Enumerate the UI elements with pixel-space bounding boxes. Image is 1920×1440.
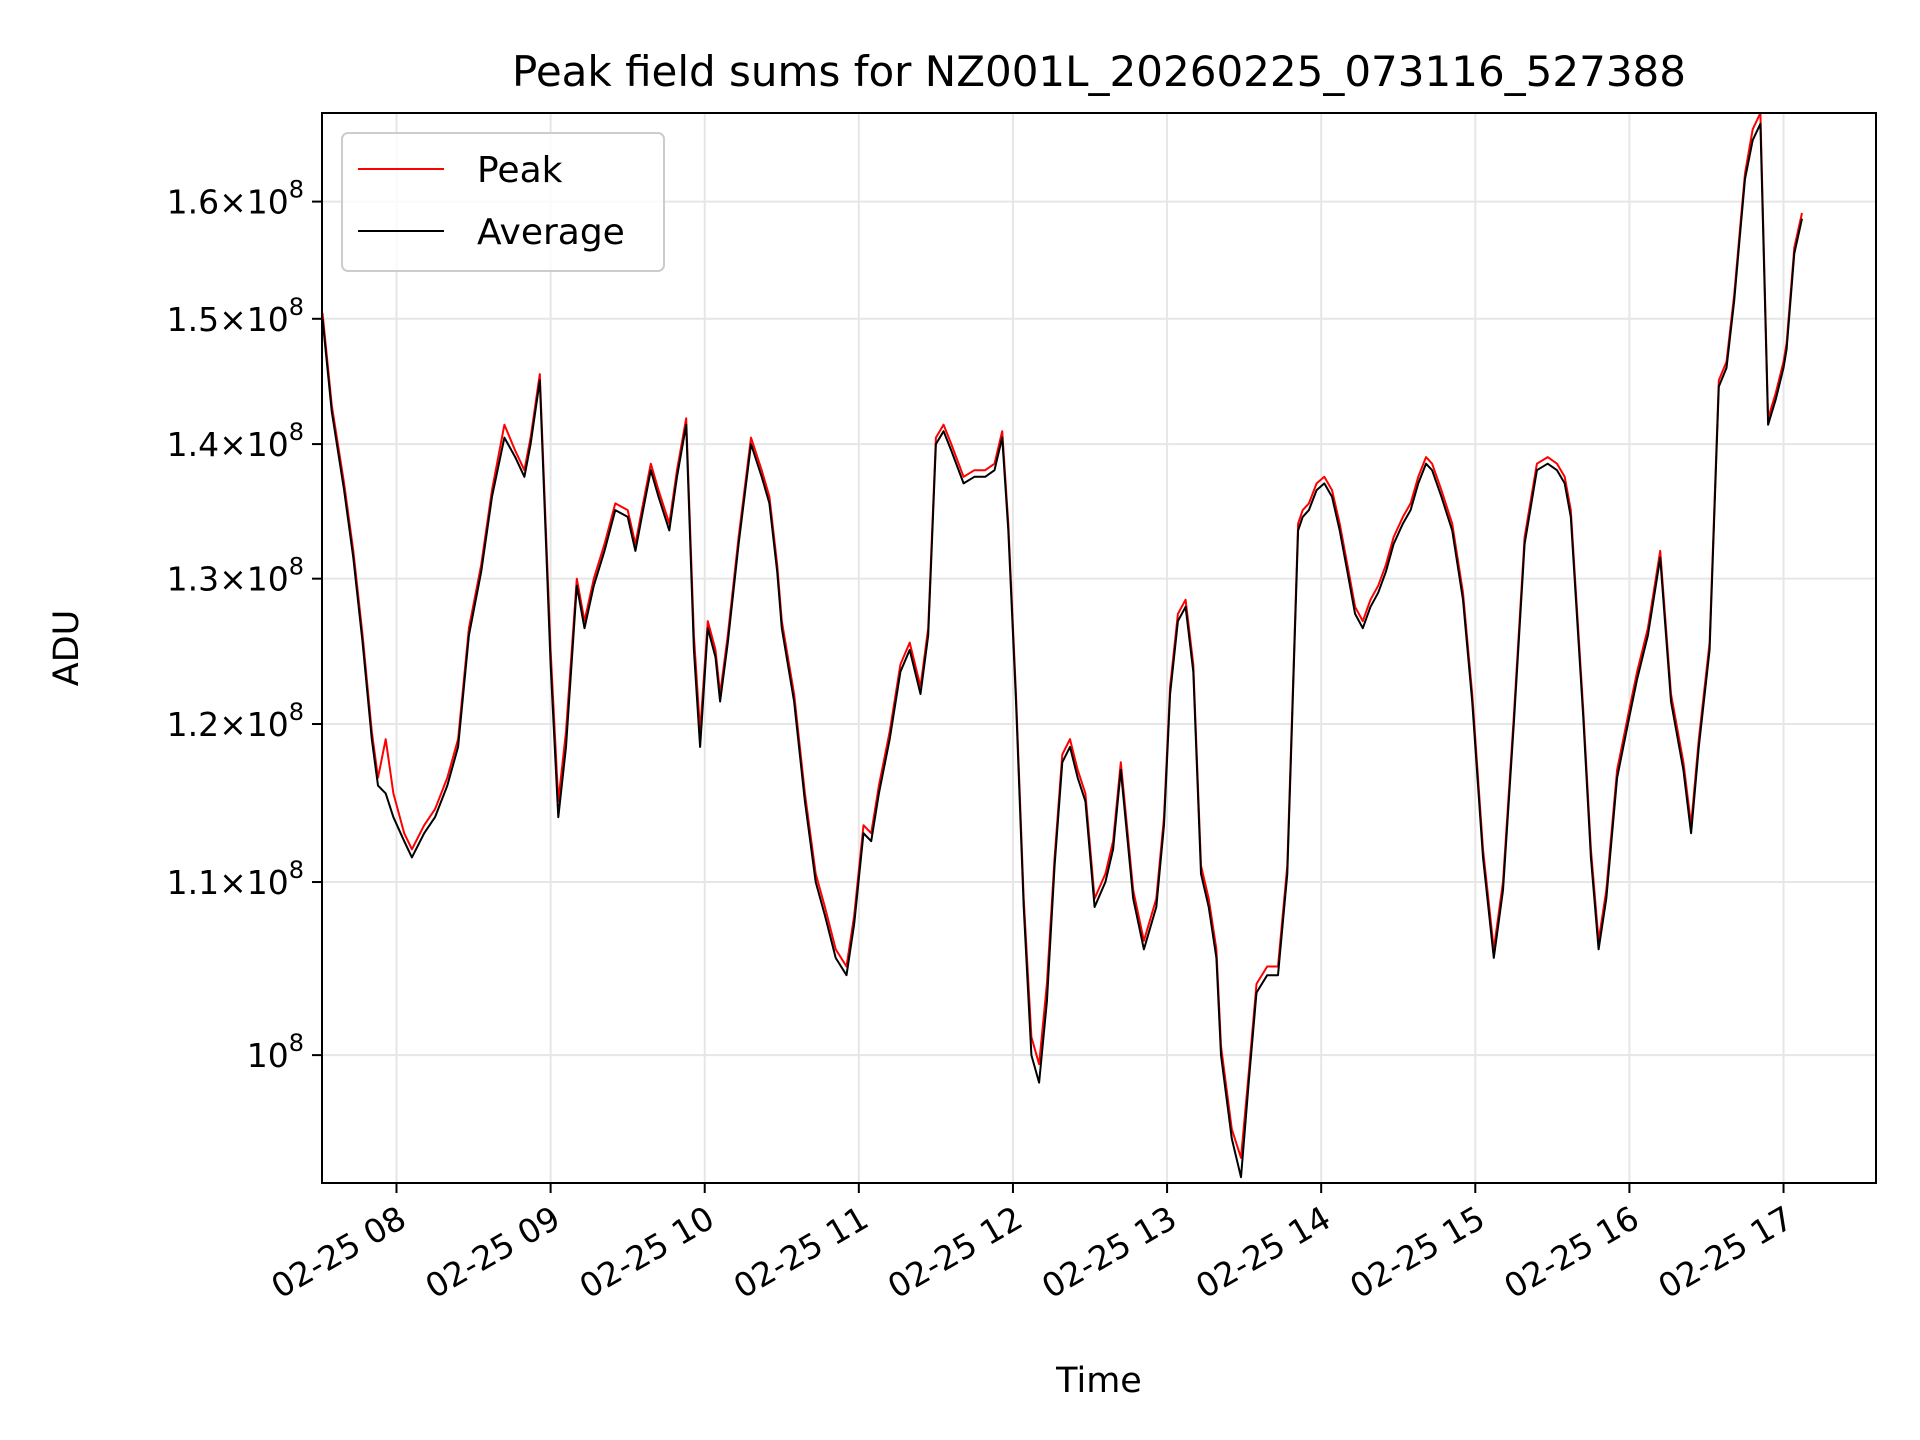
legend: Peak Average (341, 132, 665, 272)
y-tick-label: 108 (247, 1029, 304, 1075)
legend-label-average: Average (477, 212, 625, 253)
y-tick-label: 1.4×108 (167, 418, 304, 464)
y-tick-label: 1.5×108 (167, 293, 304, 339)
y-tick-label: 1.1×108 (167, 856, 304, 902)
y-tick-label: 1.2×108 (167, 698, 304, 744)
legend-box (341, 132, 665, 272)
chart-title: Peak field sums for NZ001L_20260225_0731… (512, 47, 1686, 96)
x-axis-label: Time (1055, 1361, 1142, 1401)
y-tick-label: 1.3×108 (167, 553, 304, 599)
y-axis-ticks: 108 1.1×108 1.2×108 1.3×108 1.4×108 1.5×108 1.… (167, 176, 322, 1075)
plot-series (322, 113, 1803, 1179)
plot-frame (321, 112, 1877, 1184)
series-line-peak (322, 113, 1803, 1159)
y-tick-label: 1.6×108 (167, 176, 304, 222)
series-line-average (322, 122, 1803, 1179)
grid-lines (322, 113, 1876, 1183)
y-axis-label: ADU (47, 610, 87, 687)
legend-label-peak: Peak (477, 150, 563, 191)
